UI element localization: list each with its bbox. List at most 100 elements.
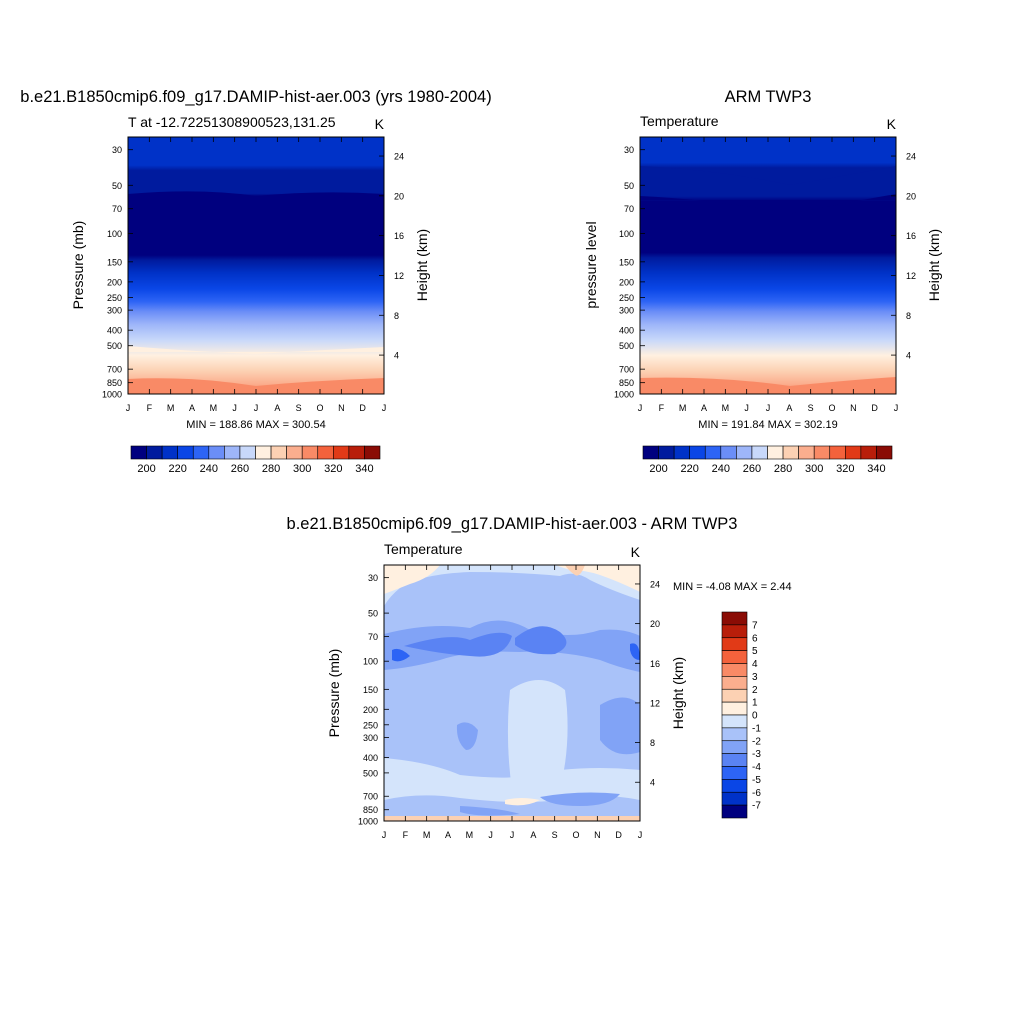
- y-tick-label: 1000: [102, 390, 122, 400]
- y-tick-label: 500: [107, 341, 122, 351]
- x-tick-label: J: [638, 403, 643, 413]
- colorbar-swatch: [721, 804, 748, 819]
- panel-obs-subtitle: Temperature: [640, 113, 719, 129]
- colorbar-label: 200: [137, 463, 155, 475]
- colorbar-label: 340: [355, 463, 373, 475]
- y2-tick-label: 20: [906, 191, 916, 201]
- y-tick-label: 700: [107, 365, 122, 375]
- colorbar-swatch: [721, 791, 748, 806]
- y-tick-label: 70: [624, 204, 634, 214]
- x-tick-label: J: [744, 403, 749, 413]
- colorbar-label: 7: [752, 620, 758, 631]
- panel-model-ylabel-left: Pressure (mb): [70, 221, 86, 310]
- x-tick-label: A: [274, 403, 280, 413]
- colorbar-swatch: [177, 445, 194, 460]
- x-tick-label: F: [403, 830, 409, 840]
- x-tick-label: J: [510, 830, 515, 840]
- panel-diff-contour-field: [384, 565, 640, 821]
- x-tick-label: A: [530, 830, 536, 840]
- colorbar-label: 3: [752, 672, 758, 683]
- x-tick-label: S: [808, 403, 814, 413]
- panel-model-colorbar: 200 220 240 260 280 300 320 340: [130, 445, 381, 475]
- y-tick-label: 30: [624, 145, 634, 155]
- x-tick-label: S: [296, 403, 302, 413]
- colorbar-label: -1: [752, 723, 761, 734]
- x-tick-label: N: [594, 830, 601, 840]
- panel-obs-title: ARM TWP3: [725, 88, 812, 106]
- y-tick-label: 100: [619, 229, 634, 239]
- colorbar-swatch: [364, 445, 381, 460]
- colorbar-swatch: [721, 753, 748, 767]
- y-tick-label: 150: [619, 257, 634, 267]
- colorbar-swatch: [813, 445, 831, 460]
- y-tick-label: 250: [363, 720, 378, 730]
- y2-tick-label: 24: [650, 579, 660, 589]
- colorbar-label: 0: [752, 711, 758, 722]
- x-tick-label: J: [766, 403, 771, 413]
- colorbar-label: -5: [752, 775, 761, 786]
- x-tick-label: D: [615, 830, 622, 840]
- x-tick-label: D: [871, 403, 878, 413]
- y2-tick-label: 8: [650, 738, 655, 748]
- colorbar-swatch: [721, 740, 748, 754]
- x-tick-label: N: [338, 403, 345, 413]
- colorbar-swatch: [721, 727, 748, 742]
- y-tick-label: 400: [363, 753, 378, 763]
- x-tick-label: J: [894, 403, 899, 413]
- colorbar-swatch: [721, 663, 748, 677]
- x-tick-label: J: [382, 403, 387, 413]
- colorbar-label: 2: [752, 685, 758, 696]
- colorbar-swatch: [721, 650, 748, 664]
- y2-tick-label: 8: [394, 311, 399, 321]
- colorbar-swatch: [721, 688, 748, 703]
- x-tick-label: A: [445, 830, 451, 840]
- colorbar-label: -6: [752, 788, 761, 799]
- colorbar-swatch: [721, 779, 748, 793]
- y-tick-label: 50: [624, 181, 634, 191]
- midlevel-contour: [128, 346, 384, 354]
- panel-diff-y-ticks: 30 50 70 100 150 200 250 300 400 500 700 850 1000 24 2…: [358, 573, 660, 826]
- y-tick-label: 300: [107, 306, 122, 316]
- y-tick-label: 250: [619, 293, 634, 303]
- colorbar-swatch: [317, 445, 334, 460]
- panel-diff: b.e21.B1850cmip6.f09_g17.DAMIP-hist-aer.…: [287, 515, 792, 840]
- panel-obs-colorbar: 200 220 240 260 280 300 320 340: [642, 445, 893, 475]
- y-tick-label: 500: [619, 341, 634, 351]
- x-tick-label: A: [701, 403, 707, 413]
- x-tick-label: J: [382, 830, 387, 840]
- panel-model-minmax: MIN = 188.86 MAX = 300.54: [186, 419, 325, 431]
- x-tick-label: J: [254, 403, 259, 413]
- colorbar-label: 1: [752, 698, 758, 709]
- y2-tick-label: 12: [906, 271, 916, 281]
- y2-tick-label: 20: [650, 619, 660, 629]
- y-tick-label: 500: [363, 768, 378, 778]
- x-tick-label: M: [466, 830, 474, 840]
- colorbar-swatch: [798, 445, 815, 460]
- y-tick-label: 1000: [614, 390, 634, 400]
- colorbar-label: 280: [774, 463, 792, 475]
- colorbar-swatch: [721, 637, 748, 651]
- panel-diff-units: K: [631, 544, 641, 560]
- colorbar-swatch: [721, 701, 748, 716]
- colorbar-label: 200: [649, 463, 667, 475]
- colorbar-label: 4: [752, 659, 758, 670]
- colorbar-swatch: [270, 445, 287, 460]
- y-tick-label: 50: [112, 181, 122, 191]
- upper-contour: [128, 191, 384, 198]
- y-tick-label: 850: [619, 378, 634, 388]
- x-tick-label: J: [126, 403, 131, 413]
- panel-obs-y-ticks: 30 50 70 100 150 200 250 300 400 500 700 850 1000 24 2…: [614, 145, 916, 399]
- x-tick-label: O: [828, 403, 835, 413]
- y-tick-label: 400: [619, 326, 634, 336]
- colorbar-swatch: [642, 445, 659, 460]
- y-tick-label: 100: [107, 229, 122, 239]
- colorbar-label: 320: [324, 463, 342, 475]
- colorbar-label: -3: [752, 749, 761, 760]
- y-tick-label: 300: [619, 306, 634, 316]
- colorbar-label: 260: [231, 463, 249, 475]
- panel-model-title: b.e21.B1850cmip6.f09_g17.DAMIP-hist-aer.…: [20, 88, 491, 106]
- x-tick-label: S: [552, 830, 558, 840]
